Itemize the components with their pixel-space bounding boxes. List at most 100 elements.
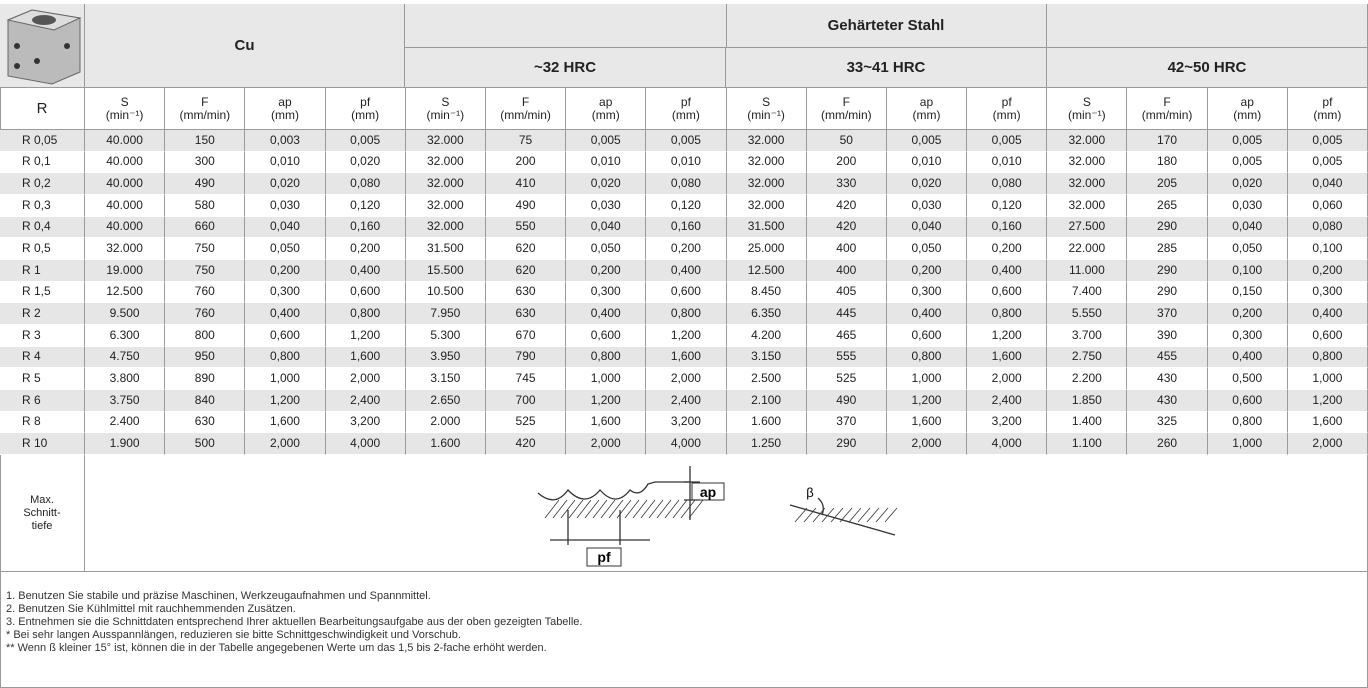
table-cell: 7.950	[405, 303, 486, 325]
table-cell: 0,050	[245, 238, 326, 260]
table-cell: R 0,2	[0, 173, 85, 195]
table-cell: 0,005	[325, 130, 406, 152]
column-header: ap (mm)	[566, 88, 647, 130]
table-cell: 0,005	[967, 130, 1048, 152]
table-cell: 0,005	[886, 130, 968, 152]
table-cell: 2.100	[726, 390, 807, 412]
table-cell: 405	[806, 281, 887, 304]
table-cell: R 10	[0, 433, 85, 455]
table-cell: 1.400	[1047, 411, 1128, 434]
table-cell: 0,030	[566, 195, 647, 217]
row-label-line: tiefe	[31, 519, 53, 532]
note: * Bei sehr langen Ausspannlängen, reduzi…	[6, 629, 461, 641]
logo-cell	[0, 4, 85, 88]
column-unit: (min⁻¹)	[1068, 107, 1106, 122]
table-cell: 0,400	[566, 303, 647, 325]
table-cell: 2,000	[1287, 433, 1368, 455]
column-name: F	[521, 94, 530, 109]
table-cell: 40.000	[85, 195, 166, 217]
table-cell: 1,000	[1207, 433, 1288, 455]
table-cell: 32.000	[1047, 130, 1128, 152]
table-cell: 0,080	[646, 173, 727, 195]
table-cell: 0,800	[1207, 411, 1288, 434]
table-cell: 0,800	[325, 303, 406, 325]
table-cell: 0,010	[245, 151, 326, 174]
table-cell: 32.000	[405, 151, 486, 174]
column-name: ap	[599, 94, 613, 109]
table-cell: 0,300	[886, 281, 968, 304]
hardness: ~32 HRC	[405, 48, 726, 88]
table-cell: 12.500	[85, 281, 166, 304]
table-cell: 22.000	[1047, 238, 1128, 260]
table-cell: 2,000	[245, 433, 326, 455]
table-cell: 1,000	[886, 368, 968, 390]
column-unit: (mm/min)	[1141, 107, 1193, 122]
row-label-line: Schnitt-	[23, 506, 61, 519]
table-cell: 370	[1127, 303, 1208, 325]
table-cell: 0,080	[1287, 216, 1368, 239]
table-cell: 0,200	[245, 260, 326, 282]
table-cell: 4,000	[646, 433, 727, 455]
table-cell: 1.100	[1047, 433, 1128, 455]
table-cell: 2.400	[85, 411, 166, 434]
table-cell: 2,000	[886, 433, 968, 455]
table-cell: 0,800	[245, 346, 326, 369]
table-cell: 265	[1127, 195, 1208, 217]
column-header: F (mm/min)	[1127, 88, 1208, 130]
table-cell: R 1,5	[0, 281, 85, 304]
table-cell: 0,005	[1287, 151, 1368, 174]
table-cell: 0,300	[1287, 281, 1368, 304]
table-cell: 290	[1127, 281, 1208, 304]
table-cell: 2,000	[646, 368, 727, 390]
table-cell: 420	[806, 195, 887, 217]
table-cell: 1,200	[325, 325, 406, 347]
table-cell: 0,010	[967, 151, 1048, 174]
diagram-label: ap	[700, 484, 716, 500]
table-cell: 200	[806, 151, 887, 174]
table-cell: 9.500	[85, 303, 166, 325]
column-unit: (mm)	[270, 107, 299, 122]
table-cell: 1,000	[245, 368, 326, 390]
table-cell: 630	[485, 303, 567, 325]
table-cell: R 6	[0, 390, 85, 412]
table-cell: 0,400	[646, 260, 727, 282]
column-header: R	[0, 88, 85, 130]
column-header: F (mm/min)	[485, 88, 567, 130]
table-cell: 1,200	[566, 390, 647, 412]
table-cell: 0,030	[886, 195, 968, 217]
table-cell: 410	[485, 173, 567, 195]
table-cell: 0,400	[245, 303, 326, 325]
table-cell: 0,005	[566, 130, 647, 152]
table-cell: 170	[1127, 130, 1208, 152]
table-cell: 790	[485, 346, 567, 369]
separator	[726, 4, 727, 48]
table-cell: 0,200	[967, 238, 1048, 260]
column-header: pf (mm)	[1287, 88, 1368, 130]
table-cell: 0,040	[245, 216, 326, 239]
table-cell: R 8	[0, 411, 85, 434]
table-cell: 290	[1127, 216, 1208, 239]
table-cell: 0,160	[646, 216, 727, 239]
table-cell: 2,000	[967, 368, 1048, 390]
table-cell: 0,200	[1287, 260, 1368, 282]
table-cell: 32.000	[405, 216, 486, 239]
table-cell: 0,400	[325, 260, 406, 282]
table-cell: 40.000	[85, 173, 166, 195]
table-cell: 1,200	[245, 390, 326, 412]
table-cell: 0,040	[1287, 173, 1368, 195]
column-header: S (min⁻¹)	[405, 88, 486, 130]
table-cell: 40.000	[85, 130, 166, 152]
table-cell: 32.000	[405, 130, 486, 152]
table-cell: 1,000	[566, 368, 647, 390]
material-cu: Cu	[85, 4, 405, 88]
table-cell: 445	[806, 303, 887, 325]
table-cell: 3.700	[1047, 325, 1128, 347]
table-cell: 2,400	[646, 390, 727, 412]
column-header: S (min⁻¹)	[85, 88, 166, 130]
table-cell: 0,120	[646, 195, 727, 217]
table-cell: 1,600	[1287, 411, 1368, 434]
table-cell: 1,600	[325, 346, 406, 369]
table-cell: 0,600	[1287, 325, 1368, 347]
table-cell: R 3	[0, 325, 85, 347]
table-cell: 3.150	[405, 368, 486, 390]
